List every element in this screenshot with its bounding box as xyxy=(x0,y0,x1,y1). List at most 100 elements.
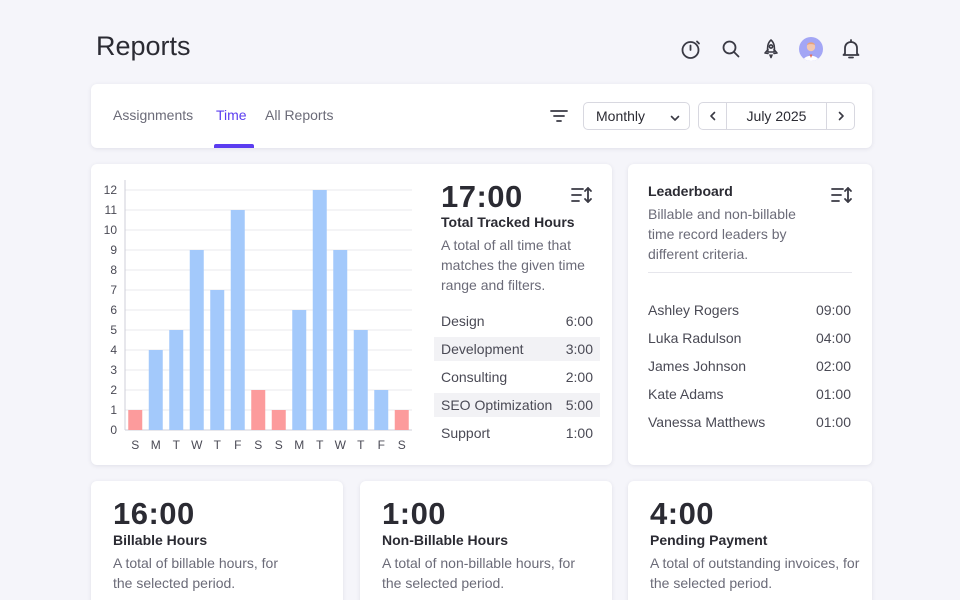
y-tick-label: 1 xyxy=(110,403,117,417)
y-tick-label: 2 xyxy=(110,383,117,397)
non-billable-hours-description: A total of non-billable hours, for the s… xyxy=(382,555,576,591)
y-tick-label: 3 xyxy=(110,363,117,377)
y-tick-label: 7 xyxy=(110,283,117,297)
avatar[interactable] xyxy=(798,36,824,62)
x-tick-label: F xyxy=(234,438,241,452)
search-icon[interactable] xyxy=(718,36,744,62)
x-tick-label: T xyxy=(214,438,222,452)
leader-name: Ashley Rogers xyxy=(648,302,740,318)
tracked-hours-card: 0 1 2 3 4 5 6 7 8 9 10 11 12 S M T W T F S S M T W T F S 17:00 Tot… xyxy=(91,164,612,465)
bell-icon[interactable] xyxy=(838,36,864,62)
chart-bar[interactable] xyxy=(128,410,143,430)
leaderboard-row: Vanessa Matthews 01:00 xyxy=(648,414,851,430)
category-row: SEO Optimization 5:00 xyxy=(434,393,600,417)
x-tick-label: F xyxy=(378,438,385,452)
next-month-button[interactable] xyxy=(826,103,854,129)
total-tracked-hours-title: Total Tracked Hours xyxy=(441,214,575,230)
category-name: Design xyxy=(441,313,485,329)
chart-bar[interactable] xyxy=(394,410,409,430)
chart-bar[interactable] xyxy=(353,330,368,430)
x-tick-label: M xyxy=(151,438,161,452)
x-tick-label: S xyxy=(254,438,262,452)
leader-time: 02:00 xyxy=(815,358,851,374)
tab-assignments[interactable]: Assignments xyxy=(113,107,194,123)
chart-bar[interactable] xyxy=(271,410,286,430)
rocket-icon[interactable] xyxy=(758,36,784,62)
stopwatch-icon[interactable] xyxy=(678,36,704,62)
leader-time: 04:00 xyxy=(815,330,851,346)
total-tracked-hours-value: 17:00 xyxy=(441,179,523,214)
leaderboard-row: Ashley Rogers 09:00 xyxy=(648,302,851,318)
leader-name: Vanessa Matthews xyxy=(648,414,766,430)
leaderboard-row: James Johnson 02:00 xyxy=(648,358,851,374)
chart-bar[interactable] xyxy=(210,290,225,430)
category-time: 3:00 xyxy=(565,341,593,357)
pending-payment-value: 4:00 xyxy=(650,496,715,531)
chevron-down-icon xyxy=(669,111,681,127)
non-billable-hours-card: 1:00 Non-Billable Hours A total of non-b… xyxy=(360,481,612,600)
filter-icon[interactable] xyxy=(549,104,569,128)
chart-bar[interactable] xyxy=(374,390,389,430)
y-tick-label: 12 xyxy=(104,183,118,197)
leader-name: James Johnson xyxy=(648,358,747,374)
sort-icon[interactable] xyxy=(829,184,855,206)
period-select[interactable]: Monthly xyxy=(583,102,690,130)
billable-hours-card: 16:00 Billable Hours A total of billable… xyxy=(91,481,343,600)
chart-bar[interactable] xyxy=(312,190,327,430)
category-row: Development 3:00 xyxy=(434,337,600,361)
category-time: 6:00 xyxy=(565,313,593,329)
chart-bar[interactable] xyxy=(251,390,266,430)
y-tick-label: 10 xyxy=(104,223,118,237)
leaderboard-row: Luka Radulson 04:00 xyxy=(648,330,851,346)
chart-bar[interactable] xyxy=(148,350,163,430)
category-name: Support xyxy=(441,425,491,441)
y-tick-label: 6 xyxy=(110,303,117,317)
sort-icon[interactable] xyxy=(569,184,595,206)
previous-month-button[interactable] xyxy=(699,103,727,129)
leader-name: Luka Radulson xyxy=(648,330,742,346)
category-row: Design 6:00 xyxy=(434,309,600,333)
chart-bar[interactable] xyxy=(189,250,204,430)
y-tick-label: 4 xyxy=(110,343,117,357)
leaderboard-description: Billable and non-billable time record le… xyxy=(648,206,796,262)
category-time: 2:00 xyxy=(565,369,593,385)
leaderboard-title: Leaderboard xyxy=(648,183,733,199)
x-tick-label: S xyxy=(275,438,283,452)
leaderboard-card: Leaderboard Billable and non-billable ti… xyxy=(628,164,872,465)
report-nav-bar: Assignments Time All Reports Monthly Jul… xyxy=(91,84,872,148)
x-tick-label: T xyxy=(316,438,324,452)
tab-time[interactable]: Time xyxy=(216,107,247,123)
leader-time: 01:00 xyxy=(815,414,851,430)
category-row: Support 1:00 xyxy=(434,421,600,445)
chevron-left-icon xyxy=(709,111,715,121)
pending-payment-description: A total of outstanding invoices, for the… xyxy=(650,555,860,591)
pending-payment-title: Pending Payment xyxy=(650,532,768,548)
chart-bar[interactable] xyxy=(333,250,348,430)
chart-bar[interactable] xyxy=(169,330,184,430)
header-toolbar xyxy=(678,36,864,62)
chevron-right-icon xyxy=(838,111,844,121)
page-title: Reports xyxy=(96,31,191,61)
leaderboard-row: Kate Adams 01:00 xyxy=(648,386,851,402)
x-tick-label: S xyxy=(398,438,406,452)
non-billable-hours-value: 1:00 xyxy=(382,496,447,531)
divider xyxy=(648,272,852,273)
category-time: 5:00 xyxy=(565,397,593,413)
x-tick-label: M xyxy=(294,438,304,452)
billable-hours-description: A total of billable hours, for the selec… xyxy=(113,555,278,591)
total-tracked-hours-description: A total of all time that matches the giv… xyxy=(441,237,585,293)
x-tick-label: W xyxy=(335,438,347,452)
chart-bar[interactable] xyxy=(292,310,307,430)
chart-bar[interactable] xyxy=(230,210,245,430)
current-period-label: July 2025 xyxy=(746,108,807,124)
leader-time: 01:00 xyxy=(815,386,851,402)
active-tab-indicator xyxy=(214,144,254,148)
y-tick-label: 11 xyxy=(105,203,118,217)
pending-payment-card: 4:00 Pending Payment A total of outstand… xyxy=(628,481,872,600)
x-tick-label: T xyxy=(173,438,181,452)
y-tick-label: 8 xyxy=(110,263,117,277)
tab-all-reports[interactable]: All Reports xyxy=(265,107,334,123)
x-tick-label: T xyxy=(357,438,365,452)
period-select-value: Monthly xyxy=(596,108,646,124)
